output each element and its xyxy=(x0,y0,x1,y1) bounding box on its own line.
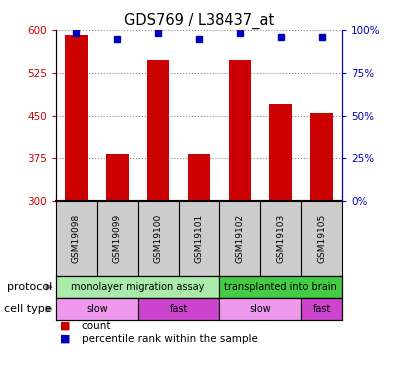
Bar xyxy=(56,276,219,298)
Bar xyxy=(56,298,138,320)
Text: monolayer migration assay: monolayer migration assay xyxy=(71,282,205,292)
Text: GSM19099: GSM19099 xyxy=(113,214,122,263)
Text: cell type: cell type xyxy=(4,304,52,314)
Text: slow: slow xyxy=(250,304,271,314)
Bar xyxy=(219,298,301,320)
Text: GDS769 / L38437_at: GDS769 / L38437_at xyxy=(124,13,274,29)
Text: GSM19103: GSM19103 xyxy=(276,214,285,263)
Bar xyxy=(269,104,292,201)
Text: GSM19105: GSM19105 xyxy=(317,214,326,263)
Text: slow: slow xyxy=(86,304,108,314)
Text: GSM19101: GSM19101 xyxy=(195,214,203,263)
Text: ■: ■ xyxy=(60,321,70,331)
Text: fast: fast xyxy=(170,304,188,314)
Text: GSM19102: GSM19102 xyxy=(235,214,244,263)
Bar xyxy=(301,298,342,320)
Text: GSM19098: GSM19098 xyxy=(72,214,81,263)
Bar xyxy=(188,154,210,201)
Bar xyxy=(310,112,333,201)
Bar xyxy=(147,60,170,201)
Bar xyxy=(228,60,251,201)
Text: protocol: protocol xyxy=(7,282,52,292)
Text: count: count xyxy=(82,321,111,331)
Text: fast: fast xyxy=(312,304,331,314)
Bar xyxy=(65,34,88,201)
Text: ■: ■ xyxy=(60,334,70,344)
Bar xyxy=(138,298,219,320)
Bar xyxy=(219,276,342,298)
Text: GSM19100: GSM19100 xyxy=(154,214,163,263)
Text: percentile rank within the sample: percentile rank within the sample xyxy=(82,334,258,344)
Text: transplanted into brain: transplanted into brain xyxy=(224,282,337,292)
Bar xyxy=(106,154,129,201)
